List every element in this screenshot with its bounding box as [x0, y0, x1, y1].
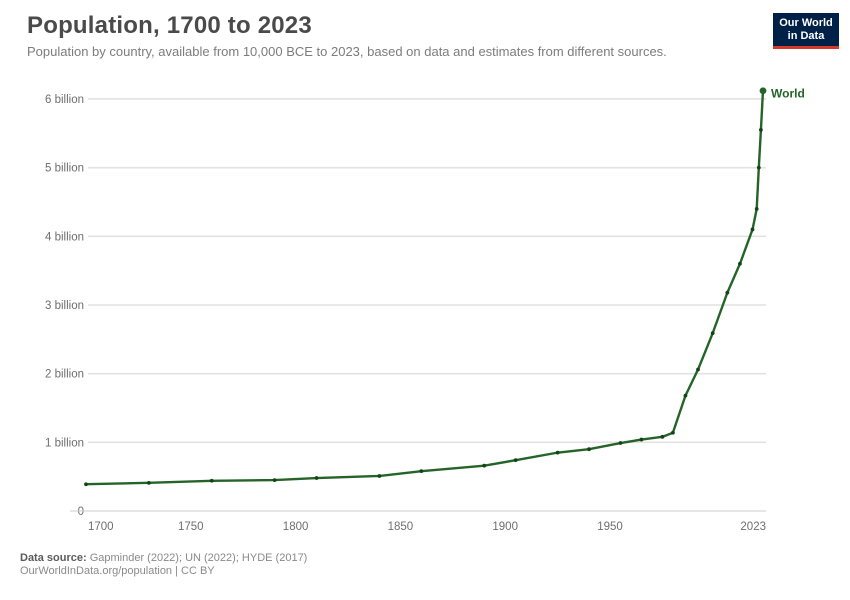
y-axis-tick-label: 6 billion: [45, 94, 84, 106]
x-axis-tick-label: 1800: [283, 521, 309, 533]
y-axis-tick-label: 3 billion: [45, 300, 84, 312]
data-point-marker[interactable]: [696, 367, 700, 372]
data-point-marker[interactable]: [555, 450, 560, 455]
data-point-marker[interactable]: [209, 478, 214, 483]
y-axis-tick-label: 1 billion: [45, 437, 84, 449]
data-point-marker[interactable]: [683, 393, 688, 398]
chart-footer: Data source: Gapminder (2022); UN (2022)…: [20, 552, 307, 578]
data-point-marker[interactable]: [754, 206, 759, 211]
x-axis-tick-label: 1850: [388, 521, 414, 533]
data-point-marker[interactable]: [759, 127, 763, 132]
data-line[interactable]: [84, 89, 765, 486]
data-source-label: Data source:: [20, 552, 87, 564]
data-point-marker[interactable]: [639, 437, 644, 442]
series-label: World: [771, 87, 805, 101]
data-point-marker[interactable]: [482, 463, 487, 468]
data-point-marker[interactable]: [725, 290, 730, 295]
owid-logo[interactable]: Our World in Data: [773, 13, 839, 46]
data-point-marker[interactable]: [738, 261, 742, 266]
data-point-marker[interactable]: [377, 474, 382, 478]
page-title: Population, 1700 to 2023: [27, 12, 312, 39]
data-point-marker[interactable]: [756, 165, 761, 170]
data-point-marker[interactable]: [84, 482, 88, 487]
data-point-marker[interactable]: [710, 331, 715, 336]
x-axis-tick-label: 1950: [597, 521, 623, 533]
data-source-line: Data source: Gapminder (2022); UN (2022)…: [20, 552, 307, 565]
y-axis-tick-label: 4 billion: [45, 231, 84, 243]
data-point-marker[interactable]: [750, 227, 755, 232]
x-axis-tick-label: 2023: [740, 521, 766, 533]
x-axis-tick-label: 1700: [88, 521, 114, 533]
data-point-marker[interactable]: [618, 441, 623, 445]
x-axis-tick-label: 1750: [178, 521, 204, 533]
data-point-marker[interactable]: [513, 458, 518, 463]
data-point-marker[interactable]: [272, 478, 277, 482]
data-point-marker[interactable]: [587, 447, 591, 452]
y-axis-tick-label: 2 billion: [45, 369, 84, 381]
x-axis-tick-label: 1900: [492, 521, 518, 533]
data-point-marker[interactable]: [419, 469, 424, 474]
data-point-marker[interactable]: [314, 476, 319, 480]
owid-logo-line2: in Data: [787, 29, 825, 42]
data-source-value: Gapminder (2022); UN (2022); HYDE (2017): [86, 552, 308, 564]
data-point-marker[interactable]: [146, 480, 151, 485]
owid-logo-line1: Our World: [779, 16, 833, 29]
chart-subtitle: Population by country, available from 10…: [27, 44, 667, 59]
data-point-marker[interactable]: [660, 434, 665, 439]
y-axis-tick-label: 5 billion: [45, 163, 84, 175]
data-point-marker[interactable]: [670, 430, 675, 435]
data-point-endpoint[interactable]: [759, 87, 767, 95]
owid-url-link[interactable]: OurWorldInData.org/population | CC BY: [20, 565, 215, 577]
owid-logo-accent-bar: [773, 46, 839, 49]
y-axis-tick-label: 0: [78, 506, 84, 518]
